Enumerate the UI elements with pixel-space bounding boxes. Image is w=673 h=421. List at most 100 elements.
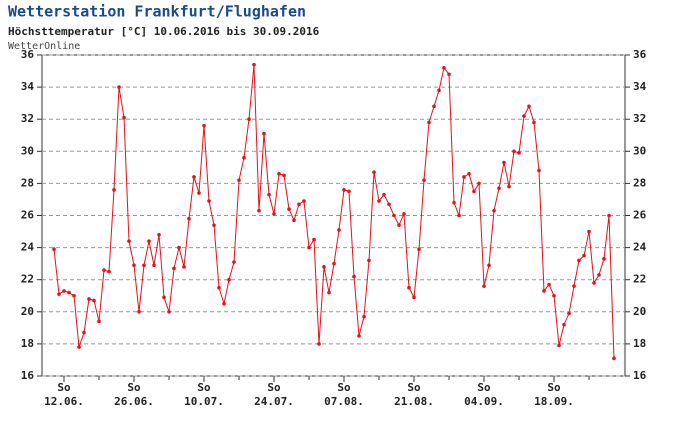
- point: [272, 212, 276, 216]
- line: [53, 64, 615, 359]
- point: [377, 199, 381, 203]
- point: [332, 261, 336, 266]
- point: [357, 334, 361, 338]
- x-tick-label: 07.08.: [324, 395, 364, 408]
- point: [592, 281, 596, 285]
- point: [132, 263, 136, 268]
- point: [512, 149, 516, 154]
- y-tick-label: 22: [21, 273, 34, 286]
- point: [372, 170, 376, 174]
- point: [367, 258, 371, 263]
- point: [232, 260, 236, 264]
- point: [542, 289, 546, 293]
- point: [507, 184, 511, 189]
- point: [452, 200, 456, 205]
- x-tick-label: 24.07.: [254, 395, 294, 408]
- point: [572, 284, 576, 288]
- point: [392, 213, 396, 218]
- point: [152, 263, 156, 268]
- point: [287, 207, 291, 211]
- x-tick-label: 10.07.: [184, 395, 224, 408]
- point: [552, 293, 556, 298]
- point: [237, 178, 241, 182]
- point: [107, 269, 111, 274]
- chart-title: Wetterstation Frankfurt/Flughafen: [8, 3, 306, 21]
- point: [477, 181, 481, 186]
- x-tick-weekday: So: [337, 381, 351, 394]
- x-tick-label: 18.09.: [534, 395, 574, 408]
- point: [87, 297, 91, 301]
- point: [227, 277, 231, 282]
- point: [102, 268, 106, 272]
- point: [292, 218, 296, 223]
- point: [202, 123, 206, 128]
- point: [387, 202, 391, 207]
- y-tick-label: 32: [21, 112, 34, 125]
- x-tick-label: 04.09.: [464, 395, 504, 408]
- point: [67, 290, 71, 295]
- point: [462, 175, 466, 179]
- point: [207, 199, 211, 203]
- point: [557, 343, 561, 348]
- point: [177, 245, 181, 250]
- y2-tick-label: 18: [633, 337, 646, 350]
- point: [562, 322, 566, 327]
- x-tick-label: 26.06.: [114, 395, 154, 408]
- y2-tick-label: 32: [633, 112, 646, 125]
- x-tick-label: 21.08.: [394, 395, 434, 408]
- point: [162, 295, 166, 300]
- point: [322, 265, 326, 269]
- point: [182, 265, 186, 269]
- point: [597, 273, 601, 277]
- point: [492, 208, 496, 213]
- point: [257, 208, 261, 213]
- point: [217, 285, 221, 290]
- point: [482, 284, 486, 288]
- x-tick-weekday: So: [407, 381, 421, 394]
- point: [247, 117, 251, 121]
- point: [537, 168, 541, 173]
- point: [52, 247, 56, 252]
- y2-tick-label: 26: [633, 209, 647, 222]
- point: [62, 289, 66, 293]
- point: [362, 314, 366, 319]
- point: [337, 228, 341, 232]
- y2-tick-label: 24: [633, 241, 647, 254]
- y-tick-label: 34: [21, 80, 35, 93]
- point: [502, 160, 506, 165]
- point: [187, 216, 191, 221]
- point: [577, 258, 581, 263]
- point: [447, 72, 451, 77]
- point: [342, 188, 346, 192]
- x-tick-weekday: So: [197, 381, 211, 394]
- point: [472, 189, 476, 194]
- point: [582, 253, 586, 258]
- point: [147, 239, 151, 243]
- point: [57, 292, 61, 296]
- point: [307, 245, 311, 250]
- point: [612, 356, 616, 361]
- point: [567, 311, 571, 316]
- point: [297, 202, 301, 207]
- y2-tick-label: 22: [633, 273, 646, 286]
- y-tick-label: 16: [21, 369, 35, 382]
- point: [97, 319, 101, 324]
- x-tick-weekday: So: [477, 381, 491, 394]
- y-tick-label: 28: [21, 176, 34, 189]
- point: [517, 151, 521, 155]
- y2-tick-label: 28: [633, 176, 646, 189]
- point: [382, 192, 386, 197]
- point: [172, 266, 176, 271]
- point: [112, 188, 116, 192]
- point: [467, 171, 471, 176]
- y-tick-label: 26: [21, 209, 35, 222]
- point: [192, 175, 196, 179]
- point: [197, 191, 201, 195]
- point: [127, 239, 131, 243]
- point: [92, 298, 96, 303]
- point: [122, 115, 126, 120]
- point: [137, 310, 141, 314]
- chart-subtitle: Höchsttemperatur [°C] 10.06.2016 bis 30.…: [8, 25, 320, 38]
- point: [317, 342, 321, 346]
